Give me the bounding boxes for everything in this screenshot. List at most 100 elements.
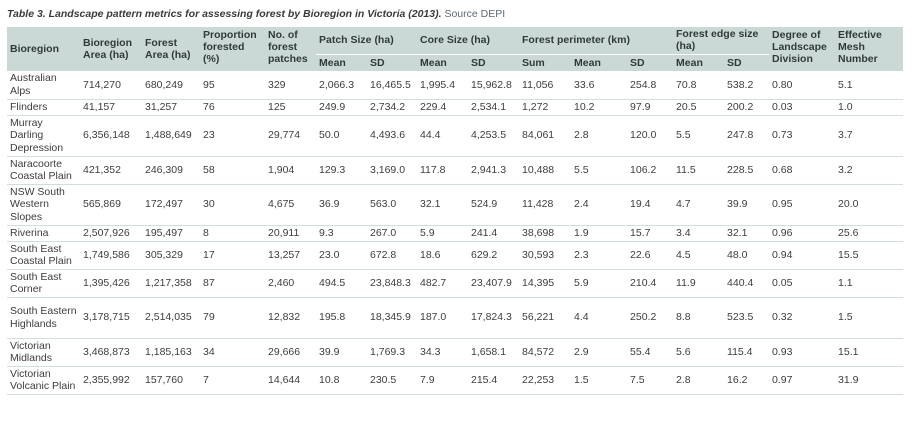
perimeter-mean-cell: 2.9 [571,338,628,367]
edge-sd-cell: 39.9 [724,184,770,226]
bioregion-cell: South Eastern Highlands [7,297,80,339]
table-row: Australian Alps 714,270 680,249 95 329 2,066.… [7,71,904,100]
core-sd-cell: 1,658.1 [468,338,520,367]
mesh-cell: 25.6 [835,225,904,242]
perimeter-sd-cell: 7.5 [627,366,674,395]
core-sd-cell: 17,824.3 [468,297,520,339]
edge-mean-cell: 20.5 [673,99,725,116]
core-sd-cell: 215.4 [468,366,520,395]
bioregion-area-cell: 1,395,426 [80,269,142,298]
mesh-cell: 1.1 [835,269,904,298]
bioregion-area-cell: 41,157 [80,99,142,116]
proportion-cell: 34 [200,338,265,367]
edge-sd-cell: 440.4 [724,269,770,298]
core-sd-cell: 23,407.9 [468,269,520,298]
bioregion-area-cell: 565,869 [80,184,142,226]
bioregion-cell: South East Coastal Plain [7,241,80,270]
edge-mean-cell: 8.8 [673,297,725,339]
bioregion-area-cell: 1,749,586 [80,241,142,270]
proportion-cell: 7 [200,366,265,395]
patch-mean-cell: 36.9 [316,184,367,226]
bioregion-cell: Australian Alps [7,71,80,100]
patch-mean-cell: 129.3 [316,156,367,185]
perimeter-sd-cell: 22.6 [627,241,674,270]
patch-sd-cell: 4,493.6 [367,115,417,157]
perimeter-mean-cell: 33.6 [571,71,628,100]
patch-mean-cell: 494.5 [316,269,367,298]
core-sd-cell: 524.9 [468,184,520,226]
mesh-cell: 3.7 [835,115,904,157]
proportion-cell: 17 [200,241,265,270]
header-num-patches: No. of forest patches [265,27,316,71]
subheader-patch-mean: Mean [316,53,367,71]
division-cell: 0.93 [769,338,836,367]
header-bioregion-area: Bioregion Area (ha) [80,27,142,71]
edge-mean-cell: 4.5 [673,241,725,270]
bioregion-area-cell: 2,507,926 [80,225,142,242]
proportion-cell: 87 [200,269,265,298]
bioregion-area-cell: 2,355,992 [80,366,142,395]
subheader-perimeter-sd: SD [627,53,674,71]
mesh-cell: 1.5 [835,297,904,339]
edge-mean-cell: 5.5 [673,115,725,157]
edge-sd-cell: 16.2 [724,366,770,395]
patch-mean-cell: 10.8 [316,366,367,395]
table-caption: Table 3. Landscape pattern metrics for a… [7,7,505,21]
proportion-cell: 30 [200,184,265,226]
core-sd-cell: 4,253.5 [468,115,520,157]
header-bioregion: Bioregion [7,27,80,71]
patches-cell: 125 [265,99,316,116]
subheader-patch-sd: SD [367,53,417,71]
core-mean-cell: 1,995.4 [417,71,468,100]
bioregion-area-cell: 3,178,715 [80,297,142,339]
perimeter-sd-cell: 15.7 [627,225,674,242]
proportion-cell: 95 [200,71,265,100]
edge-mean-cell: 5.6 [673,338,725,367]
edge-mean-cell: 3.4 [673,225,725,242]
perimeter-mean-cell: 2.8 [571,115,628,157]
table-row: Victorian Midlands 3,468,873 1,185,163 34 29… [7,338,904,367]
perimeter-mean-cell: 10.2 [571,99,628,116]
perimeter-sum-cell: 38,698 [519,225,572,242]
bioregion-cell: Victorian Midlands [7,338,80,367]
mesh-cell: 31.9 [835,366,904,395]
subheader-perimeter-sum: Sum [519,53,572,71]
perimeter-sum-cell: 84,572 [519,338,572,367]
perimeter-mean-cell: 1.9 [571,225,628,242]
core-sd-cell: 15,962.8 [468,71,520,100]
patches-cell: 13,257 [265,241,316,270]
table-row: South East Coastal Plain 1,749,586 305,329… [7,241,904,270]
division-cell: 0.94 [769,241,836,270]
perimeter-sd-cell: 250.2 [627,297,674,339]
patch-sd-cell: 16,465.5 [367,71,417,100]
subheader-edge-mean: Mean [673,53,725,71]
core-sd-cell: 241.4 [468,225,520,242]
proportion-cell: 76 [200,99,265,116]
perimeter-sum-cell: 11,428 [519,184,572,226]
patch-mean-cell: 39.9 [316,338,367,367]
edge-sd-cell: 115.4 [724,338,770,367]
edge-mean-cell: 11.5 [673,156,725,185]
patch-mean-cell: 249.9 [316,99,367,116]
patch-mean-cell: 50.0 [316,115,367,157]
perimeter-sum-cell: 1,272 [519,99,572,116]
bioregion-area-cell: 421,352 [80,156,142,185]
table-body: Australian Alps 714,270 680,249 95 329 2,066.… [7,71,904,395]
core-mean-cell: 7.9 [417,366,468,395]
bioregion-cell: Riverina [7,225,80,242]
header-effective-mesh: Effective Mesh Number [835,27,904,71]
patches-cell: 4,675 [265,184,316,226]
core-mean-cell: 44.4 [417,115,468,157]
edge-mean-cell: 4.7 [673,184,725,226]
patches-cell: 1,904 [265,156,316,185]
edge-mean-cell: 70.8 [673,71,725,100]
edge-sd-cell: 538.2 [724,71,770,100]
perimeter-mean-cell: 1.5 [571,366,628,395]
perimeter-mean-cell: 5.9 [571,269,628,298]
division-cell: 0.96 [769,225,836,242]
core-sd-cell: 2,534.1 [468,99,520,116]
core-mean-cell: 187.0 [417,297,468,339]
patch-sd-cell: 23,848.3 [367,269,417,298]
edge-mean-cell: 11.9 [673,269,725,298]
patch-mean-cell: 9.3 [316,225,367,242]
